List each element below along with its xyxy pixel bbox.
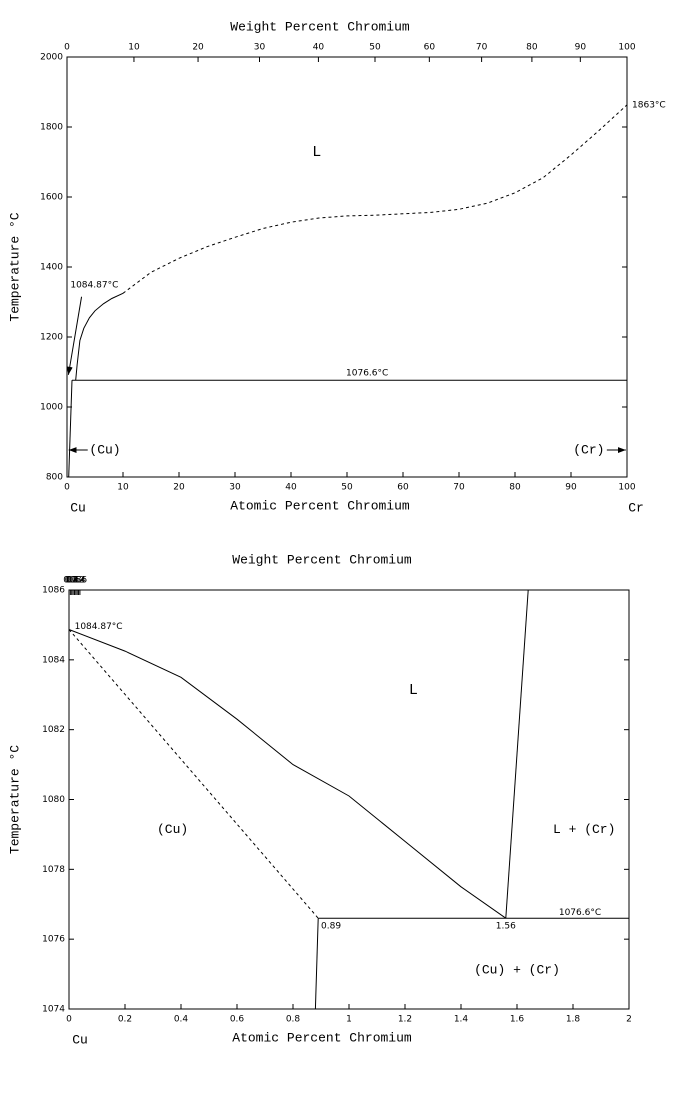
- annotation: (Cu): [157, 822, 188, 837]
- x2-tick-label: 20: [192, 43, 204, 53]
- x2-tick-label: 0: [66, 576, 72, 586]
- y-tick-label: 1078: [42, 865, 65, 875]
- x2-tick-label: 50: [369, 43, 381, 53]
- x2-tick-label: 80: [526, 43, 538, 53]
- element-label: Cr: [628, 500, 644, 515]
- annotation: L + (Cr): [553, 822, 615, 837]
- x2-tick-label: 100: [618, 43, 635, 53]
- annotation: (Cu) + (Cr): [474, 963, 560, 978]
- phase-boundary: [68, 629, 507, 919]
- y-axis-label: Temperature °C: [7, 745, 22, 854]
- x2-tick-label: 0.2: [63, 576, 77, 586]
- x-tick-label: 50: [341, 483, 353, 493]
- x-tick-label: 0.4: [174, 1015, 189, 1025]
- x-tick-label: 40: [285, 483, 297, 493]
- x2-tick-label: 30: [254, 43, 266, 53]
- annotation: L: [312, 144, 321, 161]
- x-tick-label: 0.8: [286, 1015, 301, 1025]
- element-label: Cu: [70, 500, 86, 515]
- annotation: 0.89: [321, 922, 341, 932]
- x-tick-label: 20: [173, 483, 185, 493]
- y-axis-label: Temperature °C: [7, 212, 22, 321]
- x-tick-label: 1.8: [566, 1015, 581, 1025]
- x-tick-label: 0.6: [230, 1015, 245, 1025]
- phase-boundary: [68, 380, 73, 478]
- x2-tick-label: 90: [575, 43, 587, 53]
- x-tick-label: 0.2: [118, 1015, 132, 1025]
- x-tick-label: 1.6: [510, 1015, 525, 1025]
- x-tick-label: 1: [346, 1015, 352, 1025]
- phase-boundary: [505, 589, 529, 919]
- y-tick-label: 1400: [40, 263, 63, 273]
- annotation: 1.56: [496, 922, 516, 932]
- x2-tick-label: 1: [73, 576, 79, 586]
- annotation: 1084.87°C: [75, 622, 123, 632]
- y-tick-label: 1074: [42, 1005, 65, 1015]
- x2-tick-label: 10: [128, 43, 140, 53]
- x2-tick-label: 0: [64, 43, 70, 53]
- y-tick-label: 1200: [40, 333, 63, 343]
- y-tick-label: 1086: [42, 586, 65, 596]
- annotation: 1076.6°C: [346, 369, 388, 379]
- annotation: 1863°C: [632, 100, 666, 110]
- x-tick-label: 0: [64, 483, 70, 493]
- x-tick-label: 1.4: [454, 1015, 469, 1025]
- annotation: (Cr): [573, 442, 604, 457]
- x2-tick-label: 0.8: [67, 576, 82, 586]
- plot-frame: [68, 589, 630, 1010]
- annotation: 1076.6°C: [559, 908, 601, 918]
- x-tick-label: 2: [626, 1015, 632, 1025]
- phase-boundary: [122, 104, 628, 294]
- y-tick-label: 1080: [42, 795, 65, 805]
- x2-tick-label: 70: [476, 43, 488, 53]
- x-tick-label: 80: [509, 483, 521, 493]
- plot-frame: [66, 56, 628, 478]
- y-tick-label: 2000: [40, 53, 63, 63]
- x-tick-label: 1.2: [398, 1015, 412, 1025]
- y-tick-label: 800: [46, 473, 63, 483]
- x2-tick-label: 1.6: [73, 576, 88, 586]
- x2-tick-label: 60: [424, 43, 436, 53]
- x-tick-label: 90: [565, 483, 577, 493]
- x2-tick-label: 0.6: [66, 576, 81, 586]
- x-tick-label: 10: [117, 483, 129, 493]
- top-axis-label: Weight Percent Chromium: [232, 552, 412, 567]
- phase-boundary: [75, 292, 124, 381]
- annotation: L: [409, 682, 418, 699]
- y-tick-label: 1084: [42, 655, 65, 665]
- x-tick-label: 0: [66, 1015, 72, 1025]
- x2-tick-label: 0.4: [65, 576, 80, 586]
- annotation: 1084.87°C: [70, 280, 118, 290]
- arrow: [66, 296, 83, 375]
- y-tick-label: 1076: [42, 935, 65, 945]
- x-tick-label: 70: [453, 483, 465, 493]
- x-axis-label: Atomic Percent Chromium: [230, 498, 410, 513]
- y-tick-label: 1600: [40, 193, 63, 203]
- x-tick-label: 30: [229, 483, 241, 493]
- annotation: (Cu): [89, 442, 120, 457]
- x2-tick-label: 40: [313, 43, 325, 53]
- x2-tick-label: 1.2: [70, 576, 84, 586]
- element-label: Cu: [72, 1032, 88, 1047]
- x2-tick-label: 1.4: [71, 576, 86, 586]
- phase-boundary: [314, 918, 319, 1010]
- y-tick-label: 1082: [42, 725, 65, 735]
- x-axis-label: Atomic Percent Chromium: [232, 1030, 412, 1045]
- top-axis-label: Weight Percent Chromium: [230, 19, 410, 34]
- x-tick-label: 100: [618, 483, 635, 493]
- y-tick-label: 1800: [40, 123, 63, 133]
- x-tick-label: 60: [397, 483, 409, 493]
- y-tick-label: 1000: [40, 403, 63, 413]
- phase-boundary: [68, 629, 319, 919]
